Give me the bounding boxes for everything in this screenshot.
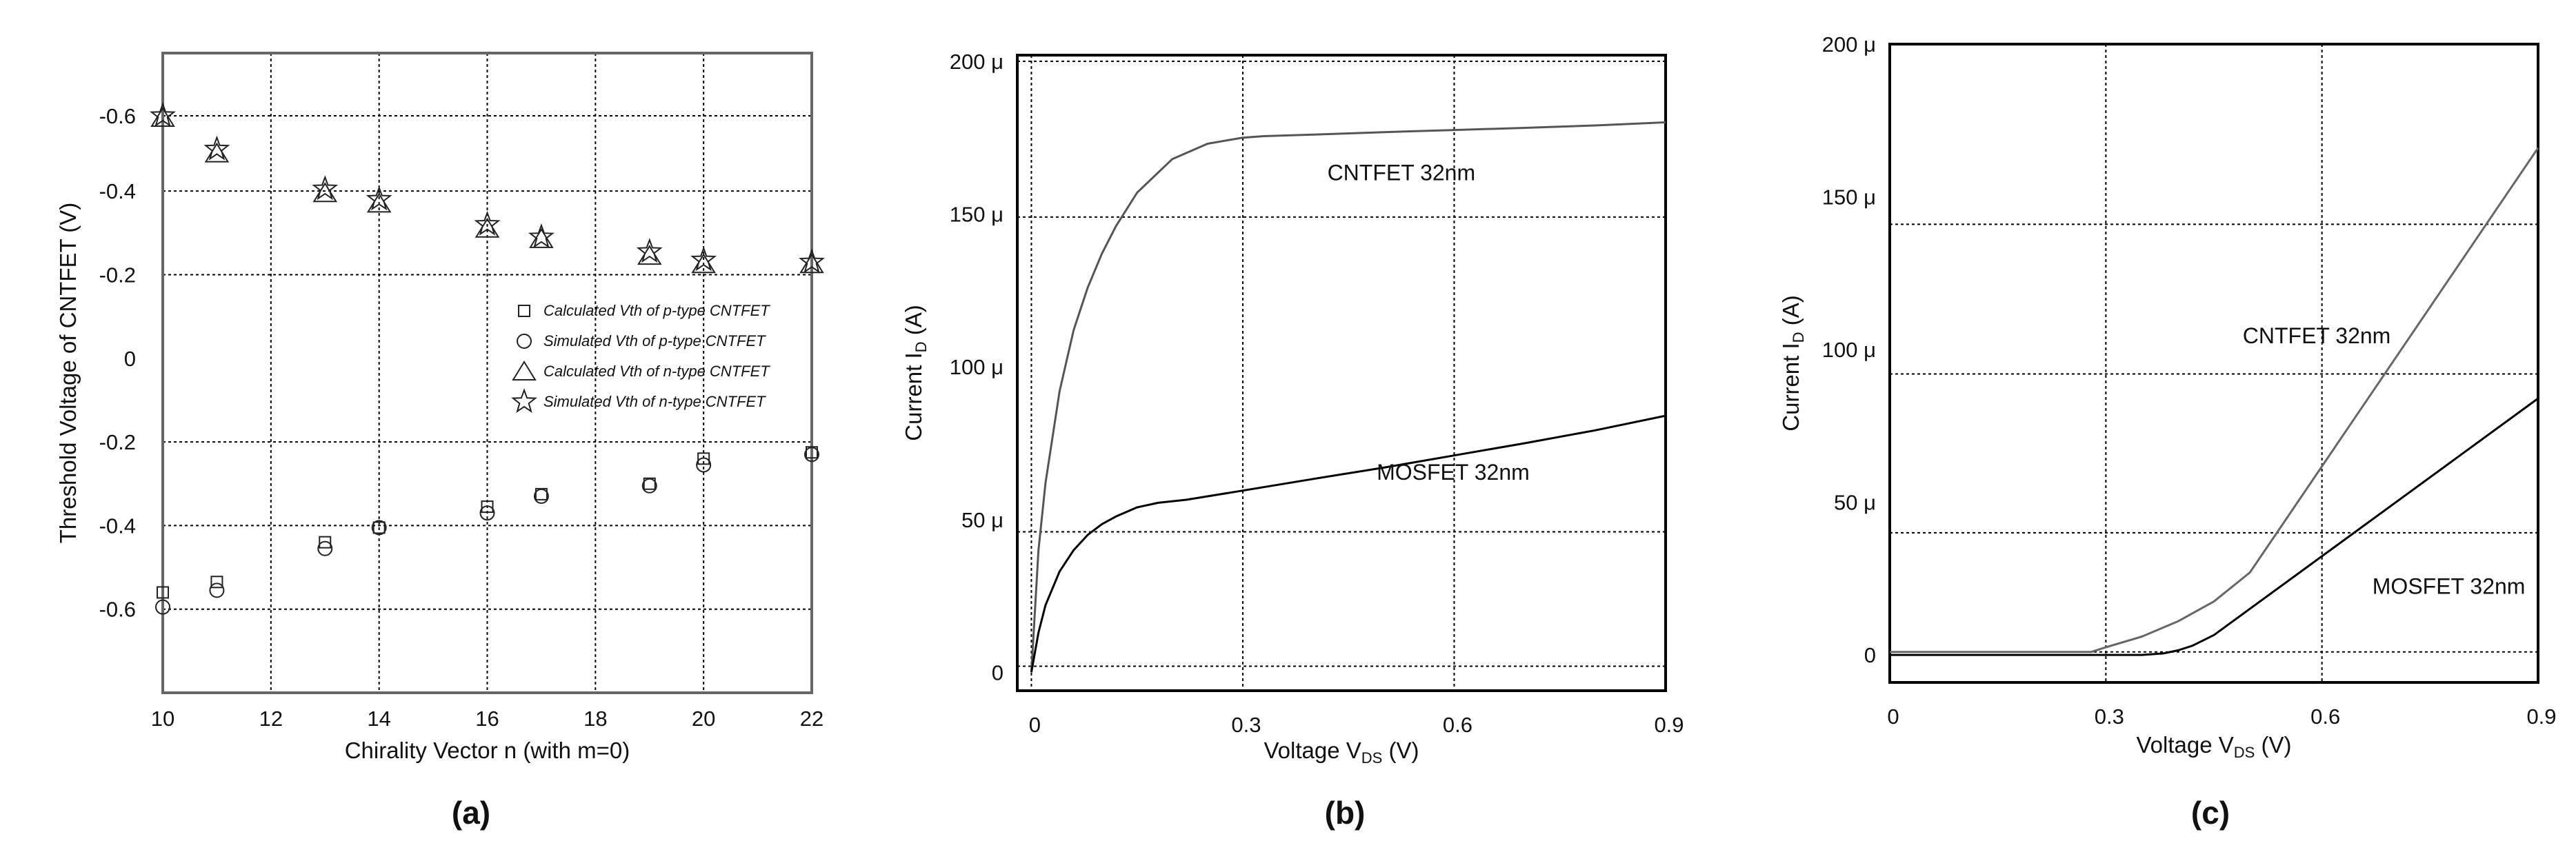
square-marker [518, 305, 530, 317]
panel-a-threshold-chart: 10 12 14 16 18 20 22 -0.6 -0.4 -0.2 0 -0.2 -0.4 -0.6 C… [55, 52, 825, 831]
y-tick-label: -0.6 [99, 104, 136, 128]
circle-marker [533, 488, 549, 504]
y-tick-label: -0.2 [99, 430, 136, 454]
legend-label: Calculated Vth of n-type CNTFET [543, 363, 770, 380]
star-marker [366, 185, 392, 211]
y-tick-label: 100 μ [950, 355, 1004, 379]
plot-frame [1016, 54, 1667, 692]
plot-area [1890, 44, 2538, 682]
y-axis-label: Current ID (A) [1778, 295, 1807, 431]
circle-marker [696, 457, 712, 473]
legend-label: Calculated Vth of p-type CNTFET [543, 302, 770, 319]
series-line [1030, 414, 1666, 673]
y-tick-label: -0.6 [99, 598, 136, 622]
y-tick-label: 0 [124, 347, 136, 371]
y-tick-label: -0.4 [99, 514, 136, 538]
x-tick-label: 10 [151, 707, 174, 731]
plot-area [1017, 55, 1666, 691]
y-tick-label: 50 μ [961, 508, 1004, 532]
series-annotation: CNTFET 32nm [2243, 323, 2391, 348]
y-tick-label: 150 μ [950, 203, 1004, 227]
x-tick-label: 0.6 [2310, 704, 2340, 729]
legend-label: Simulated Vth of p-type CNTFET [543, 332, 766, 349]
square-marker [372, 521, 386, 534]
x-tick-label: 12 [259, 707, 283, 731]
circle-marker [155, 599, 170, 615]
series-line [1030, 121, 1666, 673]
panel-label: (c) [2191, 795, 2230, 831]
x-axis-label: Voltage VDS (V) [2136, 732, 2291, 761]
series-annotation: MOSFET 32nm [2373, 574, 2526, 599]
triangle-marker [512, 361, 537, 381]
square-marker [210, 576, 223, 589]
x-tick-label: 16 [475, 707, 499, 731]
y-tick-label: -0.4 [99, 179, 136, 203]
y-tick-label: 0 [1864, 643, 1876, 667]
circle-marker [804, 447, 819, 463]
star-marker [511, 388, 537, 414]
circle-marker [371, 520, 387, 536]
square-marker [806, 446, 818, 459]
x-tick-label: 0 [1029, 713, 1041, 737]
star-marker [150, 102, 176, 128]
x-tick-label: 22 [800, 707, 823, 731]
square-marker [535, 487, 548, 500]
y-axis-label: Threshold Voltage of CNTFET (V) [55, 203, 81, 544]
circle-marker [641, 478, 657, 494]
star-marker [690, 246, 717, 272]
panel-label: (b) [1325, 795, 1366, 831]
square-marker [697, 452, 710, 465]
star-marker [203, 135, 230, 161]
circle-marker [317, 540, 333, 556]
y-tick-label: 200 μ [1822, 32, 1876, 57]
y-axis-label: Current ID (A) [901, 305, 930, 440]
star-marker [636, 238, 663, 263]
plot-frame [161, 52, 813, 694]
panel-c-iv-chart: 0 0.3 0.6 0.9 0 50 μ 100 μ 150 μ 200 μ CNTFET 32n… [1778, 32, 2557, 831]
y-tick-label: 50 μ [1834, 491, 1876, 515]
x-tick-label: 0 [1887, 704, 1899, 729]
series-line [1890, 147, 2539, 653]
panel-b-iv-chart: 0 0.3 0.6 0.9 0 50 μ 100 μ 150 μ 200 μ CNTFET 32n… [901, 50, 1684, 831]
x-tick-label: 20 [692, 707, 715, 731]
x-tick-label: 0.3 [1231, 713, 1261, 737]
x-tick-label: 0.6 [1443, 713, 1472, 737]
plot-frame [1888, 43, 2539, 684]
y-tick-label: -0.2 [99, 263, 136, 287]
square-marker [157, 586, 169, 599]
star-marker [312, 175, 339, 201]
series-annotation: CNTFET 32nm [1328, 161, 1476, 185]
star-marker [474, 210, 501, 236]
y-tick-label: 0 [992, 660, 1004, 684]
x-tick-label: 0.9 [2526, 704, 2556, 729]
y-tick-label: 200 μ [950, 50, 1004, 74]
x-tick-label: 0.3 [2095, 704, 2124, 729]
star-marker [799, 248, 825, 274]
star-marker [528, 223, 555, 248]
square-marker [643, 477, 656, 490]
series-annotation: MOSFET 32nm [1377, 460, 1530, 485]
y-tick-label: 100 μ [1822, 338, 1876, 362]
series-line [1890, 397, 2539, 656]
x-axis-label: Voltage VDS (V) [1264, 738, 1419, 767]
legend-label: Simulated Vth of n-type CNTFET [543, 393, 766, 410]
y-tick-label: 150 μ [1822, 185, 1876, 210]
circle-marker [209, 582, 225, 598]
circle-marker [479, 505, 495, 521]
panel-label: (a) [452, 795, 490, 831]
x-axis-label: Chirality Vector n (with m=0) [345, 738, 630, 763]
x-tick-label: 18 [583, 707, 607, 731]
x-tick-label: 0.9 [1654, 713, 1684, 737]
square-marker [319, 536, 332, 549]
square-marker [481, 500, 494, 514]
circle-marker [517, 334, 532, 349]
x-tick-label: 14 [367, 707, 390, 731]
